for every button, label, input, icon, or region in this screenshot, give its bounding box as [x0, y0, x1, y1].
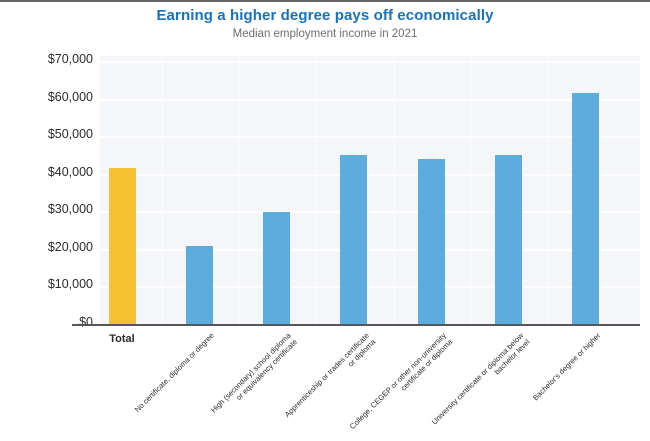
horizontal-gridline [100, 286, 640, 289]
x-axis-label-category-2: High (secondary) school diploma or equiva… [209, 331, 299, 421]
bar-category-3 [340, 154, 368, 324]
x-axis-label-category-1: No certificate, diploma or degree [133, 331, 216, 414]
horizontal-gridline [100, 98, 640, 101]
bar-category-5 [495, 154, 523, 324]
x-axis-label-line: bachelor level [492, 337, 532, 377]
vertical-gridline [392, 56, 395, 324]
y-axis-tick-label: $0 [79, 315, 93, 329]
y-axis-tick-label: $50,000 [47, 127, 93, 142]
bar-category-4 [417, 159, 445, 324]
chart-title: Earning a higher degree pays off economi… [156, 7, 494, 24]
horizontal-gridline [100, 248, 640, 251]
bar-category-6 [572, 92, 600, 324]
bar-category-2 [263, 212, 291, 324]
vertical-gridline [315, 56, 318, 324]
horizontal-gridline [100, 136, 640, 139]
x-axis-label-category-6: Bachelor's degree or higher [531, 331, 602, 402]
horizontal-gridline [100, 211, 640, 214]
vertical-gridline [469, 56, 472, 324]
x-axis-line [72, 324, 640, 326]
horizontal-gridline [100, 61, 640, 63]
chart-subtitle: Median employment income in 2021 [232, 28, 418, 40]
vertical-gridline [237, 56, 240, 324]
plot-area [100, 56, 640, 324]
y-axis-tick-label: $70,000 [47, 52, 93, 66]
x-axis-label-line: High (secondary) school diploma [209, 331, 294, 415]
y-axis-tick-label: $10,000 [47, 277, 93, 292]
horizontal-gridline [100, 173, 640, 176]
x-axis-label-line: Bachelor's degree or higher [530, 331, 603, 403]
vertical-gridline [160, 56, 163, 324]
y-axis-tick-label: $30,000 [47, 202, 93, 217]
vertical-gridline [547, 56, 550, 324]
top-border-divider [0, 0, 650, 2]
y-axis-tick-label: $60,000 [47, 89, 93, 104]
bar-category-1 [185, 245, 213, 324]
y-axis-tick-label: $20,000 [47, 239, 93, 254]
y-axis-tick-label: $40,000 [47, 164, 93, 179]
x-axis-label-line: No certificate, diploma or degree [132, 331, 216, 415]
x-axis-label-total: Total [109, 333, 135, 345]
bar-total [108, 168, 136, 324]
